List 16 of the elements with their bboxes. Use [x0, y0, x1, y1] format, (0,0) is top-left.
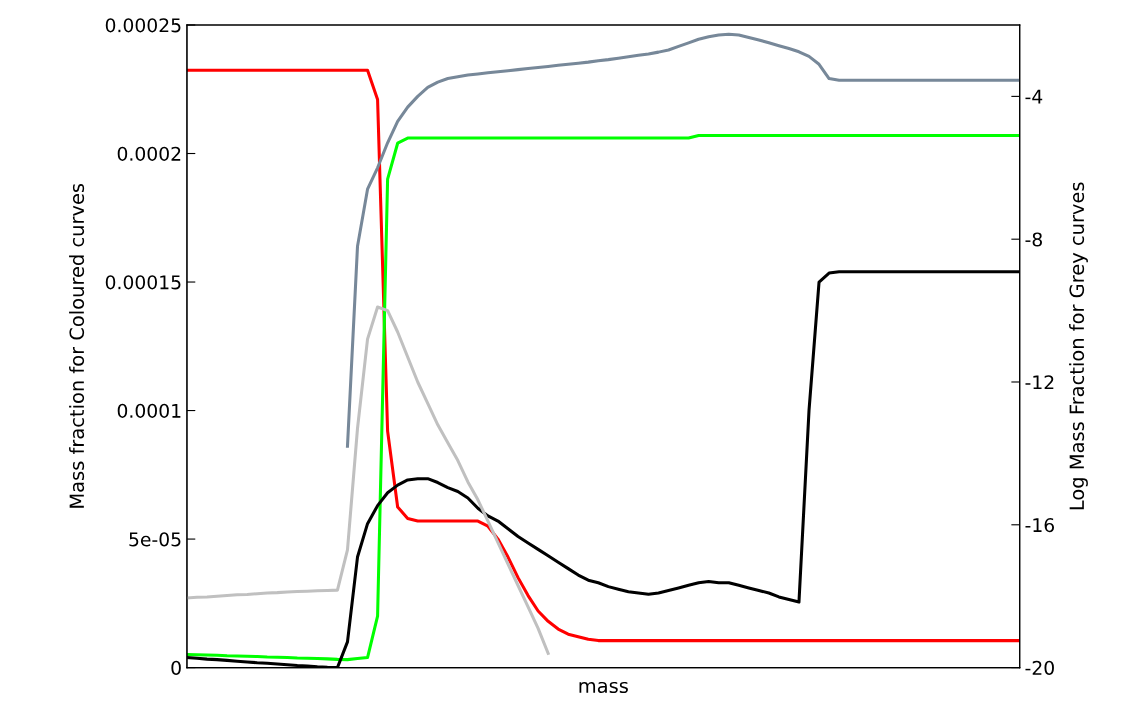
y2-tick-label: -16 — [1025, 518, 1055, 533]
y2-tick-label: -8 — [1025, 232, 1042, 247]
y2-axis-title: Log Mass Fraction for Grey curves — [1069, 182, 1088, 510]
y-axis-title: Mass fraction for Coloured curves — [69, 183, 85, 508]
y2-tick-label: -4 — [1025, 89, 1043, 104]
y-tick-label: 0 — [171, 660, 181, 675]
y2-tick-label: -20 — [1025, 660, 1054, 675]
y-tick-label: 0.0001 — [117, 403, 181, 418]
y2-tick-label: -12 — [1025, 375, 1054, 390]
x-axis-title: mass — [579, 681, 628, 694]
y-tick-label: 0.00025 — [105, 18, 181, 33]
line-series — [345, 32, 1020, 448]
y-tick-label: 0.00015 — [105, 275, 181, 290]
y-tick-label: 5e-05 — [129, 532, 181, 547]
line-series — [186, 305, 550, 655]
y-tick-label: 0.0002 — [117, 146, 181, 161]
